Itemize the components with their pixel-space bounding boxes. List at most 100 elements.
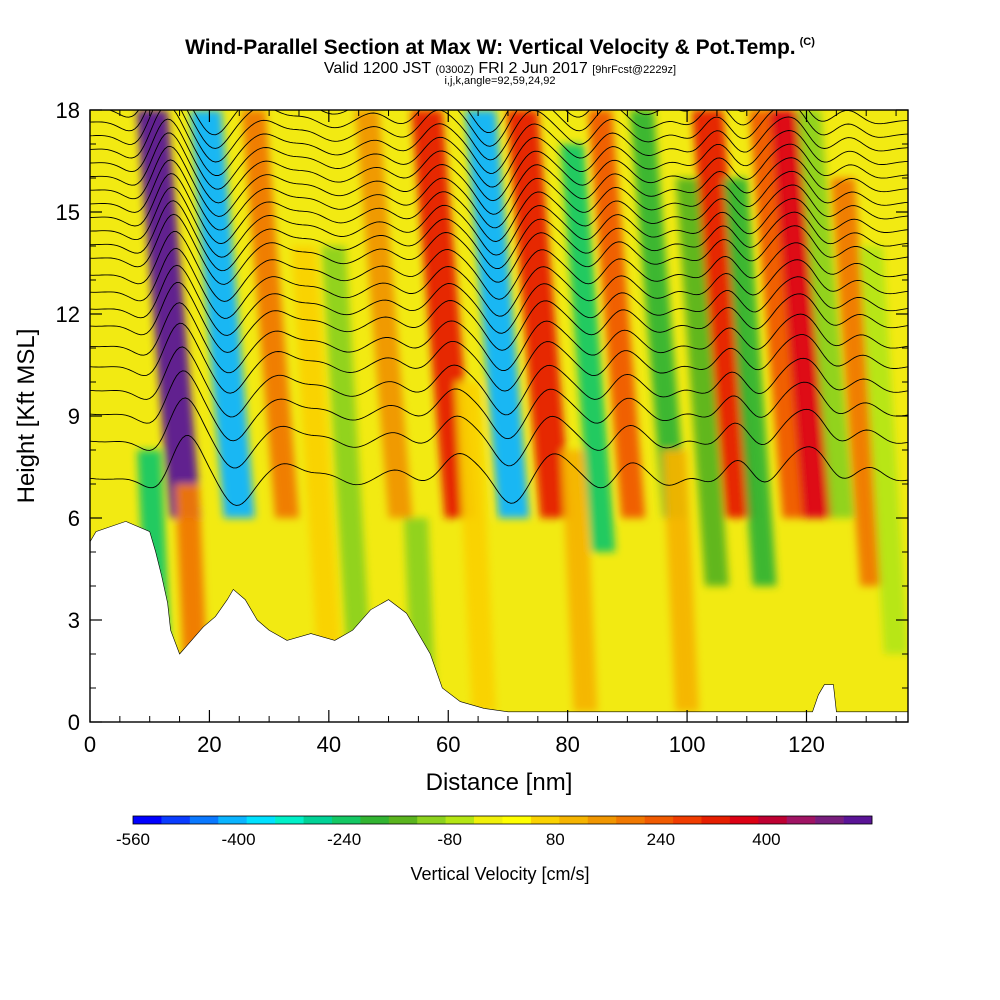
x-tick-label: 40 <box>317 732 341 757</box>
colorbar-segment <box>218 816 247 824</box>
y-tick-label: 9 <box>68 404 80 429</box>
isentrope-line <box>90 322 908 394</box>
colorbar-tick-label: 240 <box>647 830 675 849</box>
colorbar-segment <box>815 816 844 824</box>
colorbar-label: Vertical Velocity [cm/s] <box>410 864 589 884</box>
velocity-column <box>723 178 777 586</box>
isentrope-line <box>90 132 908 204</box>
colorbar-segment <box>616 816 645 824</box>
colorbar-segment <box>673 816 702 824</box>
isentrope-line <box>90 186 908 258</box>
velocity-column <box>464 110 530 518</box>
isentrope-line <box>90 397 908 469</box>
x-tick-label: 60 <box>436 732 460 757</box>
colorbar-segment <box>587 816 617 824</box>
isentrope-line <box>90 282 908 353</box>
copyright-mark: (C) <box>799 36 815 48</box>
y-tick-label: 12 <box>56 302 80 327</box>
y-tick-label: 15 <box>56 200 80 225</box>
valid-utc: (0300Z) <box>435 64 474 76</box>
x-tick-label: 0 <box>84 732 96 757</box>
velocity-column <box>629 110 688 518</box>
colorbar-tick-label: -400 <box>222 830 256 849</box>
chart-title: Wind-Parallel Section at Max W: Vertical… <box>185 36 815 59</box>
colorbar-segment <box>388 816 418 824</box>
velocity-column <box>859 246 908 654</box>
chart-subtitle: Valid 1200 JST (0300Z) FRI 2 Jun 2017 [9… <box>323 60 677 77</box>
velocity-column <box>355 110 413 518</box>
x-axis-label: Distance [nm] <box>426 769 573 796</box>
colorbar: -560 -400 -240 -80 80 240 400 <box>116 815 873 849</box>
velocity-column <box>691 110 757 518</box>
velocity-column <box>190 110 255 518</box>
isentrope-line <box>90 213 908 285</box>
y-tick-label: 6 <box>68 506 80 531</box>
velocity-column <box>241 110 299 518</box>
forecast-tag: [9hrFcst@2229z] <box>592 64 677 76</box>
colorbar-segment <box>331 816 361 824</box>
y-tick-label: 0 <box>68 710 80 735</box>
colorbar-segment <box>729 816 759 824</box>
velocity-column <box>455 382 497 712</box>
isentrope-line <box>90 145 908 217</box>
colorbar-segment <box>161 816 191 824</box>
colorbar-segment <box>189 816 219 824</box>
isentrope-line <box>90 434 908 506</box>
colorbar-segment <box>246 816 276 824</box>
colorbar-tick-label: -560 <box>116 830 150 849</box>
y-tick-label: 3 <box>68 608 80 633</box>
isentrope-line <box>90 159 908 231</box>
isentrope-contours <box>90 110 908 506</box>
isentrope-line <box>90 247 908 319</box>
isentrope-line <box>90 231 908 302</box>
colorbar-segment <box>644 816 674 824</box>
isentrope-line <box>108 110 886 136</box>
x-tick-label: 100 <box>669 732 706 757</box>
terrain-profile <box>89 521 909 723</box>
velocity-column <box>506 110 572 518</box>
isentrope-line <box>90 264 908 336</box>
y-axis-label: Height [Kft MSL] <box>13 329 40 504</box>
colorbar-segment <box>559 816 589 824</box>
isentrope-line <box>90 370 908 442</box>
isentrope-line <box>90 346 908 418</box>
x-tick-label: 120 <box>788 732 825 757</box>
colorbar-segment <box>275 816 304 824</box>
chart-indices: i,j,k,angle=92,59,24,92 <box>444 75 556 87</box>
velocity-column <box>291 246 341 654</box>
velocity-column <box>561 450 598 712</box>
x-tick-label: 80 <box>555 732 579 757</box>
isentrope-line <box>90 200 908 272</box>
x-tick-label: 20 <box>197 732 221 757</box>
colorbar-segment <box>474 816 503 824</box>
colorbar-segment <box>701 816 731 824</box>
isentrope-line <box>90 302 908 374</box>
colorbar-segment <box>786 816 816 824</box>
isentrope-line <box>90 118 908 190</box>
colorbar-tick-label: 80 <box>546 830 565 849</box>
colorbar-segment <box>303 816 333 824</box>
terrain <box>89 521 909 723</box>
isentrope-line <box>90 110 908 163</box>
velocity-column <box>662 450 700 712</box>
velocity-column <box>796 110 855 518</box>
colorbar-segment <box>445 816 475 824</box>
colorbar-segment <box>758 816 788 824</box>
colorbar-segment <box>133 816 162 824</box>
colorbar-segment <box>502 816 532 824</box>
colorbar-segment <box>843 816 873 824</box>
colorbar-frame <box>132 815 873 825</box>
velocity-column <box>675 178 729 586</box>
isentrope-line <box>90 110 908 149</box>
colorbar-tick-label: -240 <box>327 830 361 849</box>
colorbar-segment <box>417 816 446 824</box>
colorbar-tick-label: -80 <box>437 830 462 849</box>
isentrope-line <box>90 110 908 176</box>
y-tick-label: 18 <box>56 98 80 123</box>
velocity-column <box>830 178 885 586</box>
plot-axes: 0 20 40 60 80 100 120 0 3 6 9 12 15 18 <box>56 98 909 757</box>
colorbar-tick-label: 400 <box>752 830 780 849</box>
colorbar-segment <box>530 816 560 824</box>
velocity-column <box>321 246 371 654</box>
isentrope-line <box>90 173 908 245</box>
